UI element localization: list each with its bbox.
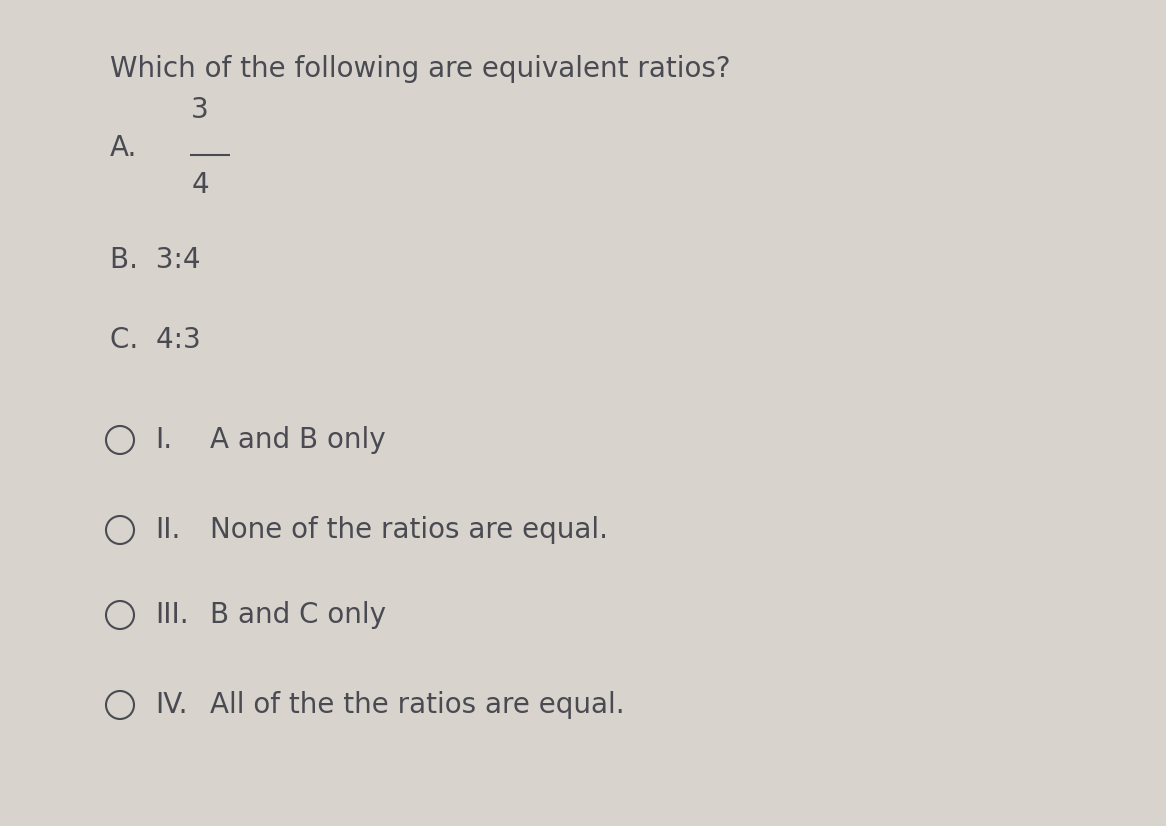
Text: All of the the ratios are equal.: All of the the ratios are equal.	[210, 691, 625, 719]
Text: 4: 4	[191, 171, 209, 199]
Text: None of the ratios are equal.: None of the ratios are equal.	[210, 516, 607, 544]
Text: I.: I.	[155, 426, 173, 454]
Text: C.  4:3: C. 4:3	[110, 326, 201, 354]
Text: III.: III.	[155, 601, 189, 629]
Text: B and C only: B and C only	[210, 601, 386, 629]
Text: B.  3:4: B. 3:4	[110, 246, 201, 274]
Text: 3: 3	[191, 96, 209, 124]
Text: A and B only: A and B only	[210, 426, 386, 454]
Text: Which of the following are equivalent ratios?: Which of the following are equivalent ra…	[110, 55, 731, 83]
Text: A.: A.	[110, 134, 138, 162]
Text: II.: II.	[155, 516, 181, 544]
Text: IV.: IV.	[155, 691, 188, 719]
